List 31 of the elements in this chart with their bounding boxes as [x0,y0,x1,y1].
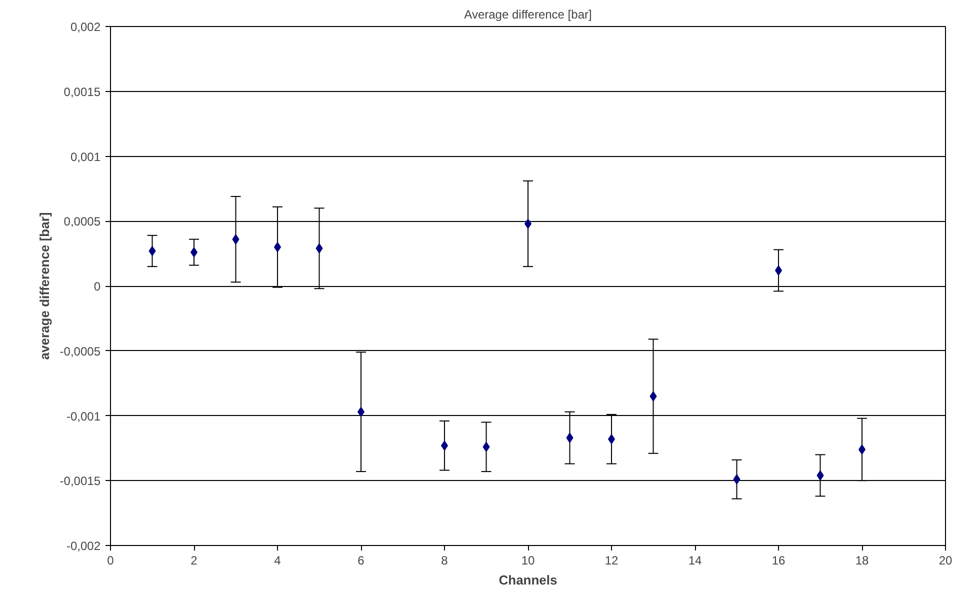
x-tick-label: 4 [274,554,282,568]
y-tick-label: -0,001 [66,409,101,424]
x-tick-label: 14 [688,554,702,568]
x-tick-label: 12 [604,554,618,568]
x-tick-label: 2 [190,554,198,568]
point [148,246,156,256]
y-tick-label: -0,002 [66,539,101,553]
x-tick-label: 10 [521,554,535,568]
point [816,470,824,480]
point [232,234,240,244]
x-tick-label: 16 [772,554,786,568]
point [316,243,323,254]
y-tick-label: 0,0015 [64,84,101,99]
x-tick-label: 6 [358,554,365,568]
y-tick-label: -0,0015 [60,474,101,488]
y-tick-label: 0,0005 [64,214,101,229]
point [482,442,490,452]
point [650,391,657,402]
y-tick-label: -0,0005 [60,344,101,358]
point [566,432,574,443]
x-axis-title: Channels [498,572,558,588]
y-tick-label: 0,001 [70,150,101,164]
y-tick-label: 0,002 [70,20,101,34]
y-axis-title: average difference [bar] [36,212,52,360]
x-tick-label: 0 [107,554,114,568]
x-tick-label: 18 [855,554,869,568]
x-tick-label: 8 [441,554,448,568]
chart-title: Average difference [bar] [464,8,592,22]
x-tick-label: 20 [938,554,952,568]
y-tick-label: 0 [94,280,101,294]
point [733,474,740,484]
